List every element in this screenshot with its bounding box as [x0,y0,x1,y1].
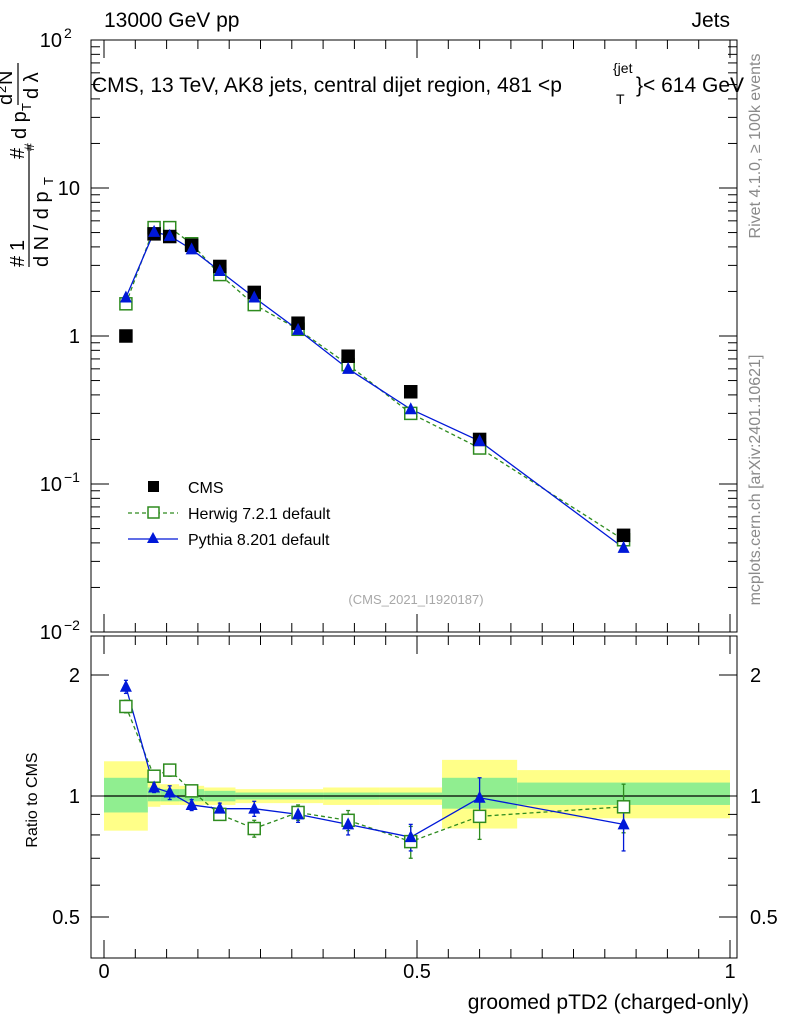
svg-text:d λ: d λ [21,72,43,99]
cms-point [119,329,133,343]
pythia-ratio-point [163,785,176,798]
ratio-plot-area [90,635,738,959]
herwig-ratio-point [616,800,631,814]
pythia-ratio-point [292,807,305,820]
pythia-ratio-point [473,790,486,803]
pythia-line [125,231,624,549]
herwig-ratio-point [184,784,199,798]
ratio-y-axis-label: Ratio to CMS [24,752,41,847]
herwig-ratio-point [147,769,161,783]
svg-text:d p: d p [9,111,31,139]
pythia-point [148,224,161,237]
x-tick-label: 1 [724,961,735,983]
ratio-y-tick-label-right: 2 [750,665,761,687]
cms-point [403,385,418,399]
main-plot-content [119,220,631,553]
legend: CMS Herwig 7.2.1 default Pythia 8.201 de… [128,480,331,549]
pythia-ratio-point [248,801,261,814]
main-y-tick-label: 10 [40,474,62,496]
svg-text:#: # [21,143,37,151]
main-y-tick-label: 10 [40,30,62,52]
plot-title-prefix: CMS, 13 TeV, AK8 jets, central dijet reg… [92,74,562,97]
plot-title-sup: {jet [613,60,633,76]
pythia-ratio-point [185,797,198,810]
herwig-ratio-point [247,821,261,836]
pythia-point [404,402,417,415]
main-y-tick-label: 10 [58,178,80,200]
pythia-point [213,263,226,276]
svg-text:T: T [19,103,34,111]
pythia-ratio-point [404,830,417,843]
svg-text:1: 1 [7,240,29,251]
ratio-y-tick-label-right: 1 [750,786,761,808]
rivet-version-label: Rivet 4.1.0, ≥ 100k events [747,54,764,239]
svg-text:#: # [7,147,29,159]
plot-title-suffix: }< 614 GeV [636,74,744,97]
svg-text:2: 2 [0,86,9,93]
ratio-plot-content [104,679,730,859]
svg-text:d N / d p: d N / d p [31,191,53,267]
x-tick-label: 0.5 [403,961,431,983]
svg-text:d: d [0,94,17,105]
main-y-tick-exponent: −2 [64,617,80,633]
plot-title-sub: T [616,91,625,107]
pythia-ratio-point [148,780,161,793]
main-y-axis-label: # 1 d N / d p T # d p T # d 2 N d λ [0,63,56,267]
ratio-band-inner [104,777,148,813]
herwig-ratio-point [119,699,133,714]
pythia-point [473,434,486,447]
pythia-point [119,290,132,303]
ratio-y-tick-label-right: 0.5 [750,907,778,929]
pythia-point [617,540,630,553]
x-tick-label: 0 [98,961,109,983]
analysis-id: (CMS_2021_I1920187) [348,592,483,607]
pythia-point [185,242,198,255]
pythia-point [248,290,261,303]
legend-cms-label: CMS [188,480,224,497]
herwig-ratio-point [162,763,177,777]
pythia-ratio-point [213,801,226,814]
mcplots-label: mcplots.cern.ch [arXiv:2401.10621] [747,355,764,606]
herwig-ratio-point [472,809,487,824]
pythia-point [163,228,176,241]
legend-herwig-marker [147,506,160,519]
ratio-y-tick-label: 1 [69,786,80,808]
pythia-ratio-point [119,679,132,692]
cms-point [341,349,355,363]
legend-pythia-label: Pythia 8.201 default [188,532,330,549]
pythia-point [342,361,355,374]
energy-label: 13000 GeV pp [104,9,239,32]
x-axis-label: groomed pTD2 (charged-only) [468,991,749,1014]
legend-herwig-label: Herwig 7.2.1 default [188,506,331,523]
legend-cms-marker [148,481,159,492]
svg-text:#: # [7,255,29,267]
main-y-tick-label: 1 [69,326,80,348]
pythia-ratio-point [617,817,630,830]
main-y-tick-exponent: −1 [64,469,80,485]
main-y-tick-label: 10 [40,622,62,644]
cms-point [616,528,631,543]
ratio-y-tick-label: 0.5 [52,907,80,929]
category-label: Jets [691,9,730,32]
svg-text:T: T [41,177,56,185]
pythia-ratio-point [342,817,355,830]
svg-text:N: N [0,71,17,85]
pythia-point [292,322,305,335]
legend-pythia-marker [147,532,159,543]
ratio-y-tick-label: 2 [69,665,80,687]
main-y-tick-exponent: 2 [64,25,72,41]
